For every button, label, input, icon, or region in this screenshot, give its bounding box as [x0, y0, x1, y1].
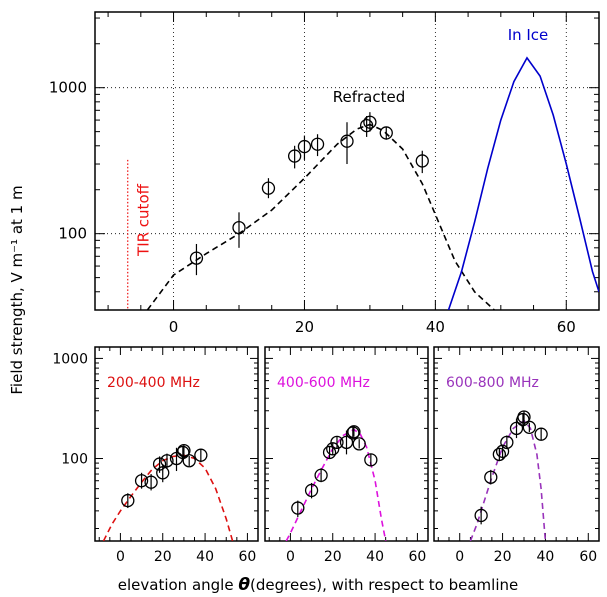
main-x-tick-label-4: 60 [557, 318, 576, 336]
main-data-point-9 [363, 115, 377, 129]
refracted-annotation: Refracted [333, 88, 406, 106]
refracted-curve [146, 123, 495, 310]
band-3-data-point-1 [474, 508, 488, 523]
band-1-y-tick-label-1: 100 [61, 452, 88, 468]
band-1-data-point-1 [121, 493, 135, 508]
band-3-data-point-4 [495, 444, 510, 458]
band-2-x-tick-label-1: 0 [286, 549, 295, 565]
band-3-x-tick-label-2: 20 [494, 549, 512, 565]
band-1-data-point-5 [156, 466, 170, 480]
band-2-data-point-7 [339, 435, 354, 450]
band-1-label: 200-400 MHz [107, 375, 200, 391]
band-2-data-point-5 [326, 442, 340, 456]
main-y-tick-label-2: 1000 [49, 79, 87, 97]
main-frame [94, 11, 600, 311]
main-x-tick-label-1: 0 [169, 318, 179, 336]
band-1-data-point-4 [152, 457, 167, 471]
band-2-curve [285, 428, 387, 541]
main-data-point-1 [189, 251, 204, 265]
main-data-point-5 [297, 139, 312, 154]
band-3-frame [433, 346, 600, 542]
band-3-x-tick-label-4: 60 [579, 549, 597, 565]
band-1-x-tick-label-1: 0 [116, 549, 125, 565]
band-2-data-point-10 [352, 437, 366, 451]
main-plot: 0 20 40 60 100 1000 TIR cutoff Refracted In Ice [49, 11, 600, 336]
band-2-data-point-4 [322, 445, 337, 460]
band-3-data-point-9 [522, 420, 537, 434]
x-axis-label-suffix: (degrees), with respect to beamline [250, 576, 518, 594]
band-2-x-tick-label-3: 40 [366, 549, 384, 565]
band-3-data-point-10 [534, 427, 548, 441]
band-2-data-point-6 [330, 435, 344, 450]
band-3-curve [469, 419, 547, 541]
main-data-point-6 [310, 137, 325, 151]
band-1-data-point-10 [182, 454, 196, 468]
band-3-data-point-8 [517, 410, 531, 424]
band-2-data-point-11 [364, 453, 378, 467]
band-3-data-point-3 [492, 447, 507, 462]
band-3-plot: 0 20 40 60 600-800 MHz [433, 346, 600, 565]
band-2-x-tick-label-4: 60 [409, 549, 427, 565]
main-y-tick-label-1: 100 [58, 225, 87, 243]
band-1-x-tick-label-4: 60 [239, 549, 257, 565]
band-1-data-point-8 [176, 445, 190, 460]
band-1-data-point-2 [134, 474, 149, 488]
main-data-point-2 [232, 220, 246, 235]
main-data-point-8 [359, 118, 374, 133]
in-ice-annotation: In Ice [508, 26, 549, 44]
band-3-label: 600-800 MHz [446, 375, 539, 391]
band-1-y-tick-label-2: 1000 [52, 351, 88, 367]
main-data-point-4 [287, 149, 302, 163]
band-1-x-tick-label-2: 20 [154, 549, 172, 565]
band-3-data-point-5 [500, 435, 514, 450]
band-2-data-point-2 [304, 483, 319, 498]
band-1-plot: 0 20 40 60 100 1000 200-400 MHz [52, 346, 259, 565]
in-ice-curve [447, 56, 599, 310]
main-data-point-10 [379, 126, 393, 140]
band-1-data-point-9 [177, 443, 191, 458]
band-3-data-point-2 [484, 470, 498, 484]
band-2-data-point-3 [314, 468, 328, 482]
band-1-data-point-3 [144, 475, 158, 489]
band-1-frame [94, 346, 259, 542]
tir-cutoff-label: TIR cutoff [135, 183, 153, 257]
main-x-tick-label-2: 20 [295, 318, 314, 336]
band-3-x-tick-label-1: 0 [455, 549, 464, 565]
main-x-tick-label-3: 40 [426, 318, 445, 336]
band-3-data-point-6 [509, 421, 524, 436]
x-axis-label: elevation angle θ(degrees), with respect… [118, 575, 518, 595]
band-1-x-tick-label-3: 40 [196, 549, 214, 565]
band-2-data-point-9 [347, 425, 361, 439]
band-1-data-point-11 [194, 448, 208, 462]
band-2-x-tick-label-2: 20 [324, 549, 342, 565]
band-2-plot: 0 20 40 60 400-600 MHz [264, 346, 429, 565]
band-2-label: 400-600 MHz [277, 375, 370, 391]
band-2-data-point-1 [291, 501, 305, 515]
main-data-point-3 [261, 181, 276, 195]
main-data-point-11 [415, 154, 429, 168]
x-axis-label-prefix: elevation angle [118, 576, 239, 594]
y-axis-label: Field strength, V m⁻¹ at 1 m [8, 185, 26, 394]
band-1-data-point-6 [160, 454, 174, 468]
band-2-data-point-8 [346, 426, 360, 440]
band-3-x-tick-label-3: 40 [537, 549, 555, 565]
main-data-point-7 [340, 134, 354, 148]
band-2-frame [264, 346, 429, 542]
x-axis-label-theta: θ [238, 575, 250, 595]
